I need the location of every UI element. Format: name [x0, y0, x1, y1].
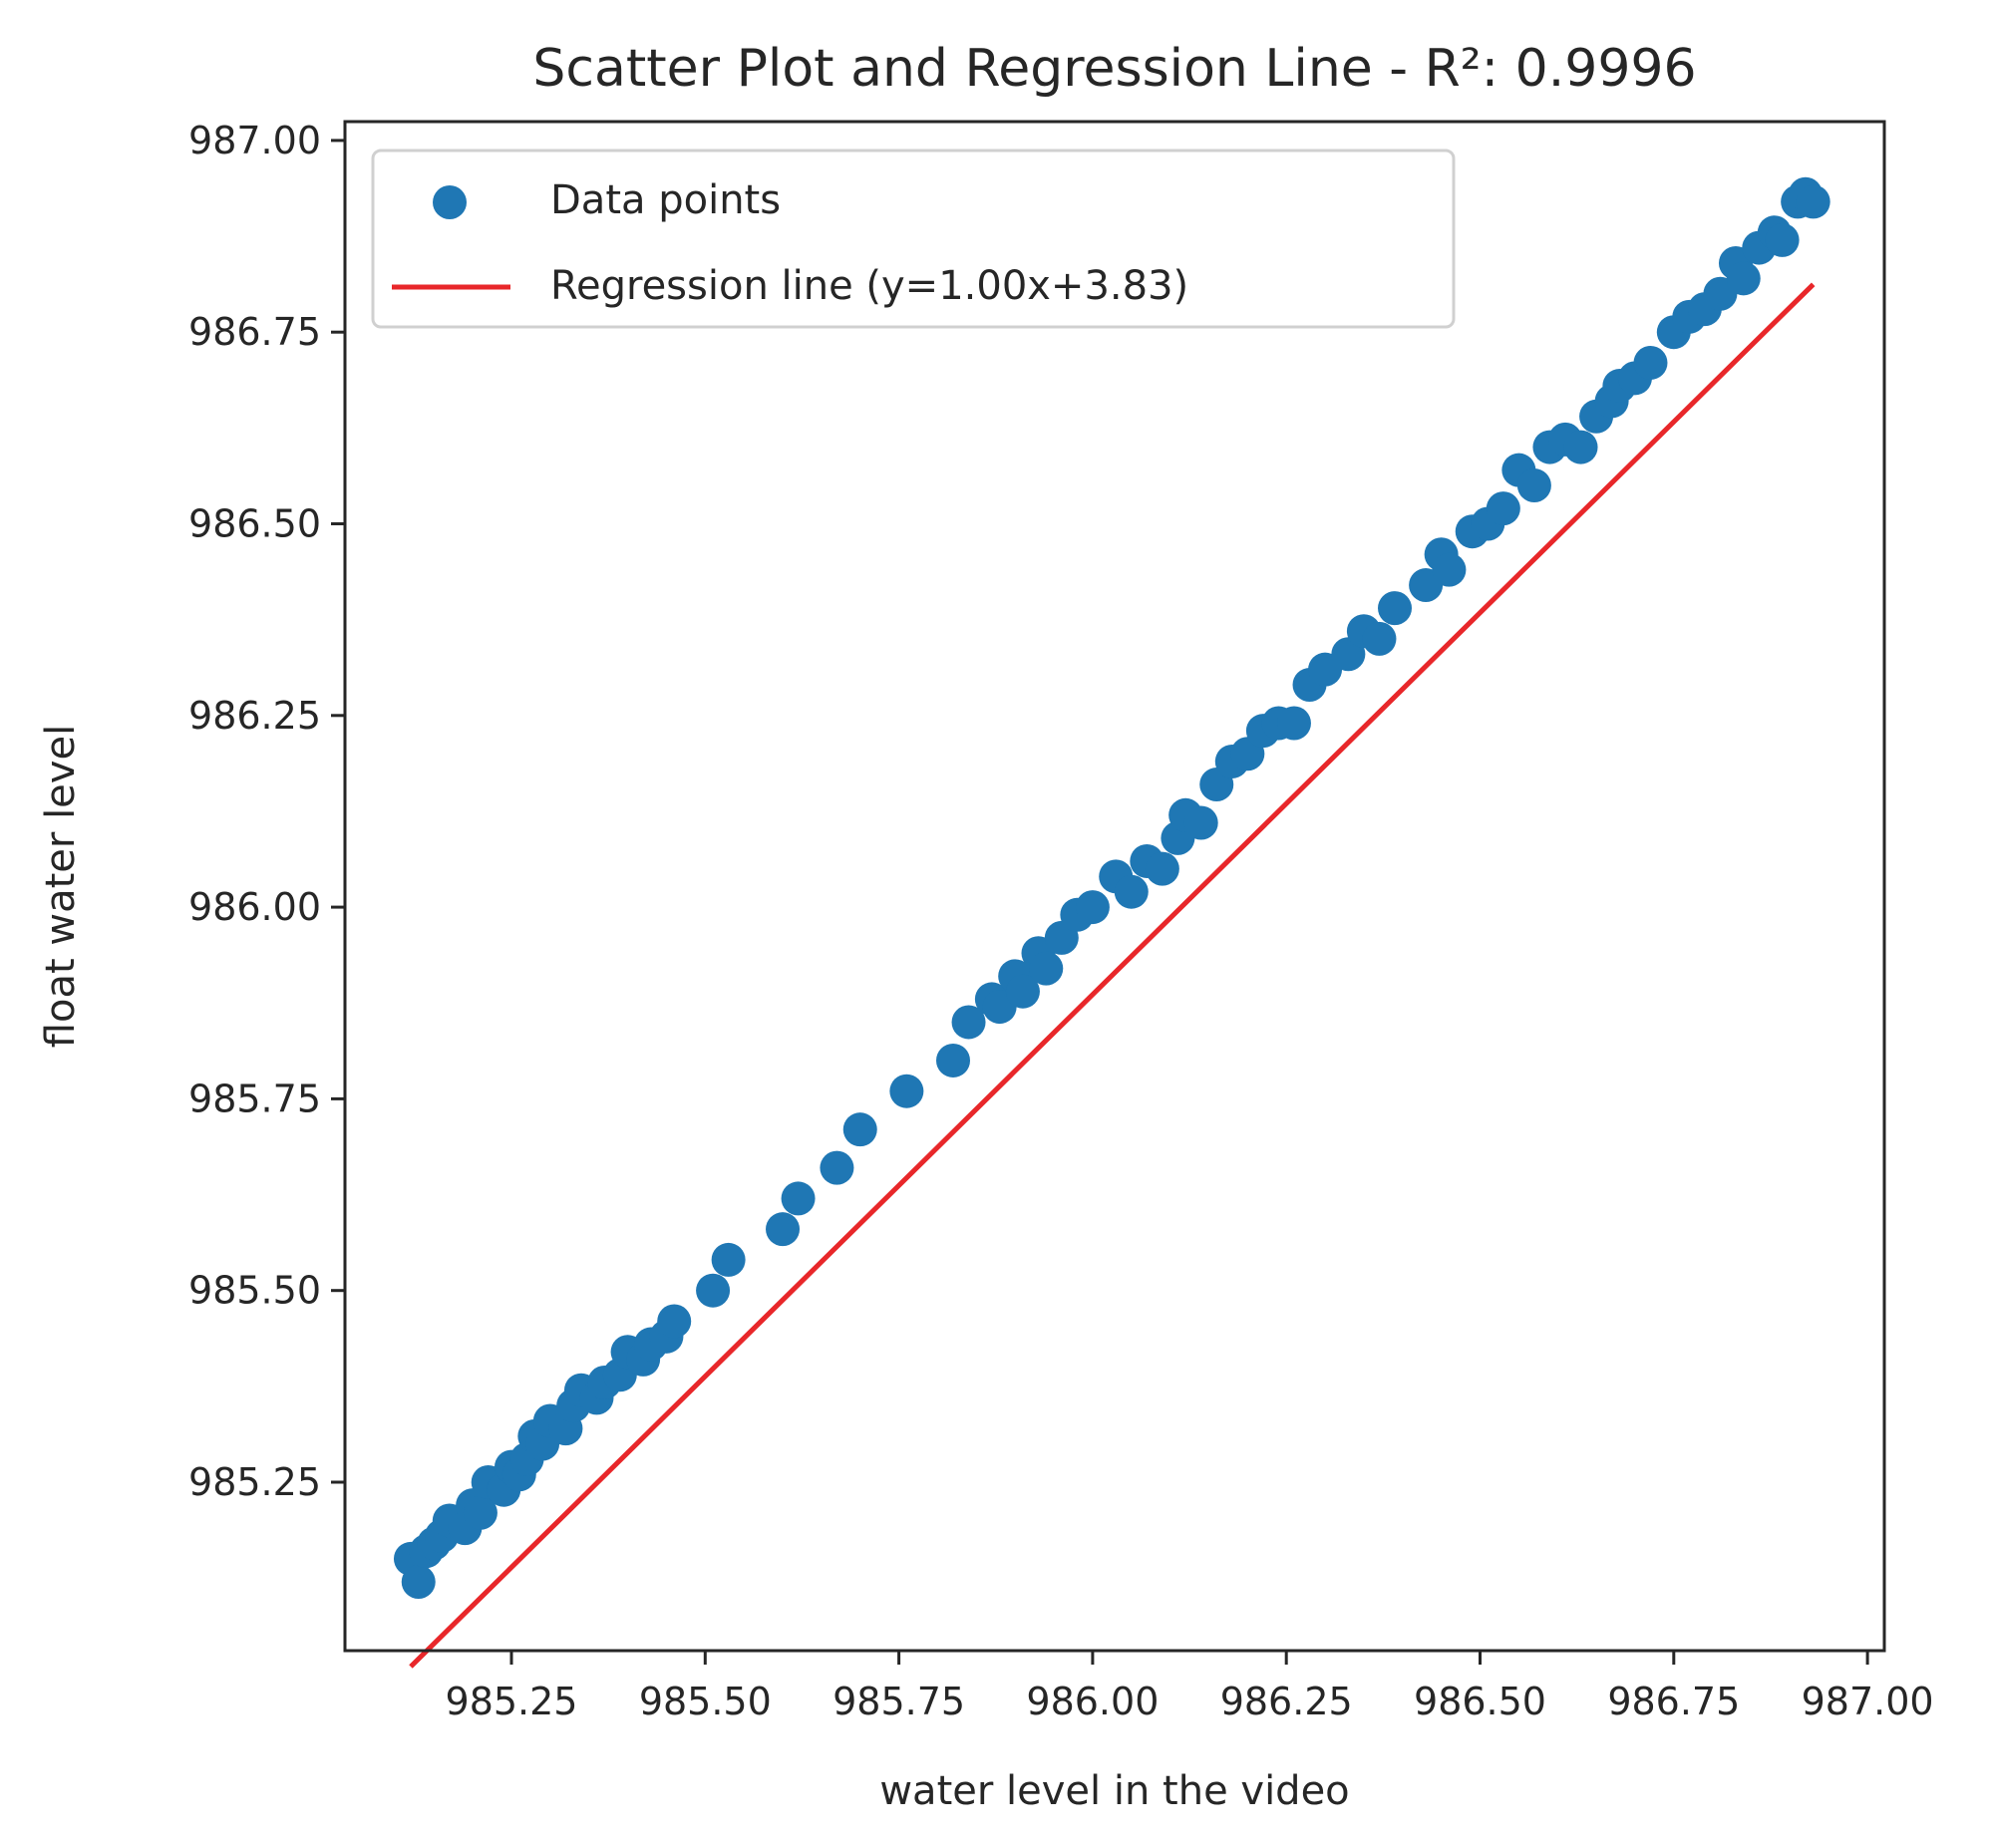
data-point	[1362, 621, 1397, 656]
x-tick-label: 985.25	[446, 1680, 578, 1723]
y-axis-label: float water level	[38, 725, 84, 1048]
legend: Data points Regression line (y=1.00x+3.8…	[371, 149, 1456, 329]
y-tick-label: 985.75	[188, 1077, 321, 1120]
data-point	[936, 1043, 971, 1078]
x-tick-label: 986.25	[1220, 1680, 1353, 1723]
legend-label-data-points: Data points	[550, 177, 781, 223]
data-point	[1276, 706, 1311, 741]
x-tick-label: 986.75	[1607, 1680, 1740, 1723]
legend-label-regression-line: Regression line (y=1.00x+3.83)	[550, 263, 1188, 309]
x-axis-ticks: 985.25 985.50 985.75 986.00 986.25 986.50 986.…	[446, 1651, 1934, 1723]
x-tick-label: 985.75	[832, 1680, 965, 1723]
y-tick-label: 986.50	[188, 502, 321, 546]
data-points-layer	[393, 176, 1830, 1599]
y-tick-label: 986.25	[188, 694, 321, 738]
x-tick-label: 985.50	[639, 1680, 772, 1723]
y-tick-label: 985.50	[188, 1269, 321, 1313]
regression-line	[409, 282, 1816, 1669]
data-point	[1796, 184, 1830, 219]
data-point	[951, 1005, 986, 1040]
data-point	[1486, 491, 1520, 526]
data-point	[1633, 345, 1668, 380]
data-point	[711, 1242, 746, 1277]
data-point	[1765, 222, 1800, 257]
chart-title: Scatter Plot and Regression Line - R²: 0…	[532, 39, 1696, 99]
x-tick-label: 986.50	[1414, 1680, 1546, 1723]
data-point	[1726, 261, 1761, 296]
y-tick-label: 986.75	[188, 310, 321, 354]
data-point	[766, 1212, 801, 1247]
data-point	[820, 1150, 854, 1185]
y-tick-label: 987.00	[188, 119, 321, 162]
y-tick-label: 985.25	[188, 1460, 321, 1504]
data-point	[781, 1181, 816, 1216]
data-point	[401, 1564, 436, 1599]
data-point	[1378, 591, 1413, 626]
legend-box	[371, 149, 1456, 329]
plot-area-frame	[343, 120, 1886, 1653]
data-point	[889, 1074, 924, 1108]
data-point	[1075, 890, 1110, 925]
data-point	[1029, 951, 1064, 986]
y-tick-label: 986.00	[188, 885, 321, 929]
legend-marker-data-points	[433, 185, 467, 219]
x-tick-label: 986.00	[1026, 1680, 1159, 1723]
data-point	[1563, 430, 1598, 464]
data-point	[1005, 974, 1040, 1009]
data-point	[1432, 552, 1467, 587]
data-point	[463, 1495, 498, 1530]
data-point	[657, 1304, 692, 1339]
x-tick-label: 987.00	[1802, 1680, 1934, 1723]
data-point	[1145, 851, 1179, 886]
data-point	[1183, 805, 1218, 840]
x-axis-label: water level in the video	[879, 1768, 1349, 1814]
data-point	[696, 1273, 731, 1308]
data-point	[842, 1112, 877, 1147]
y-axis-ticks: 985.25 985.50 985.75 986.00 986.25 986.50 986.…	[188, 119, 345, 1504]
data-point	[1516, 468, 1551, 503]
data-point	[1114, 874, 1149, 909]
